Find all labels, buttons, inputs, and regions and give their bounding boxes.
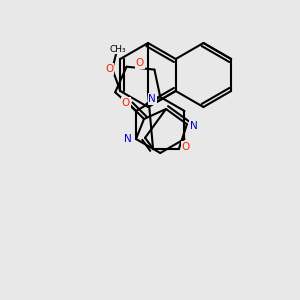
Text: N: N bbox=[124, 134, 132, 144]
Text: O: O bbox=[105, 64, 113, 74]
Text: CH₃: CH₃ bbox=[110, 44, 127, 53]
Text: O: O bbox=[136, 58, 144, 68]
Text: N: N bbox=[124, 134, 132, 144]
Text: N: N bbox=[148, 94, 156, 104]
Text: O: O bbox=[182, 142, 190, 152]
Text: O: O bbox=[122, 98, 130, 108]
Text: N: N bbox=[190, 121, 198, 131]
